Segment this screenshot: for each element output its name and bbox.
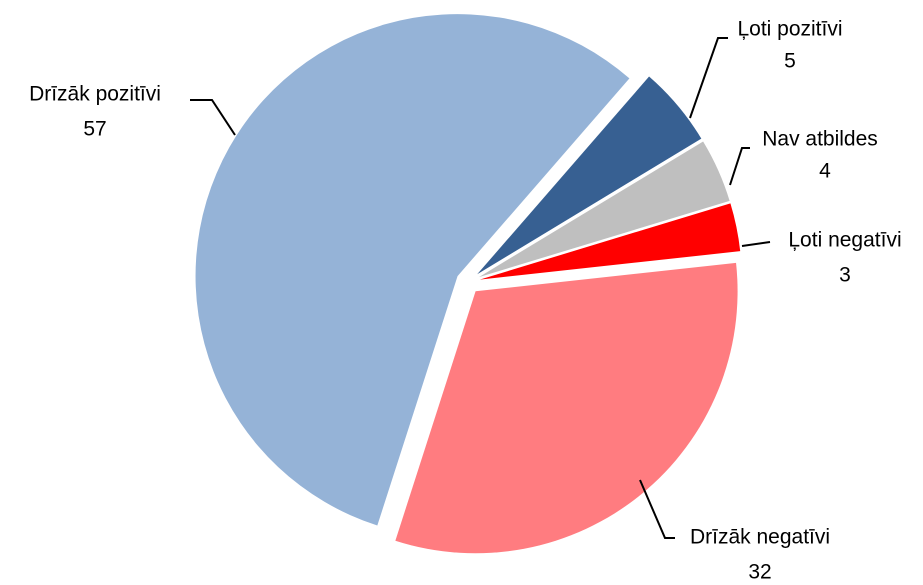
slice-label: Nav atbildes: [762, 128, 878, 151]
leader-line: [729, 147, 750, 186]
leader-line: [190, 99, 236, 136]
value-label: 3: [839, 264, 851, 287]
value-label: 57: [83, 118, 106, 141]
pie-slice: [395, 262, 738, 554]
pie-slice: [477, 76, 702, 275]
leader-line: [741, 241, 771, 247]
pie-slice: [195, 14, 630, 526]
leader-line: [689, 37, 728, 119]
value-label: 4: [819, 160, 831, 183]
pie-slice: [479, 203, 741, 280]
value-label: 5: [784, 50, 796, 73]
slice-label: Drīzāk pozitīvi: [29, 83, 161, 106]
value-label: 32: [748, 561, 771, 584]
slice-label: Ļoti pozitīvi: [737, 18, 842, 41]
slice-label: Drīzāk negatīvi: [690, 526, 830, 549]
pie-slice: [478, 141, 730, 278]
leader-line: [639, 479, 675, 539]
slice-label: Ļoti negatīvi: [788, 229, 901, 252]
